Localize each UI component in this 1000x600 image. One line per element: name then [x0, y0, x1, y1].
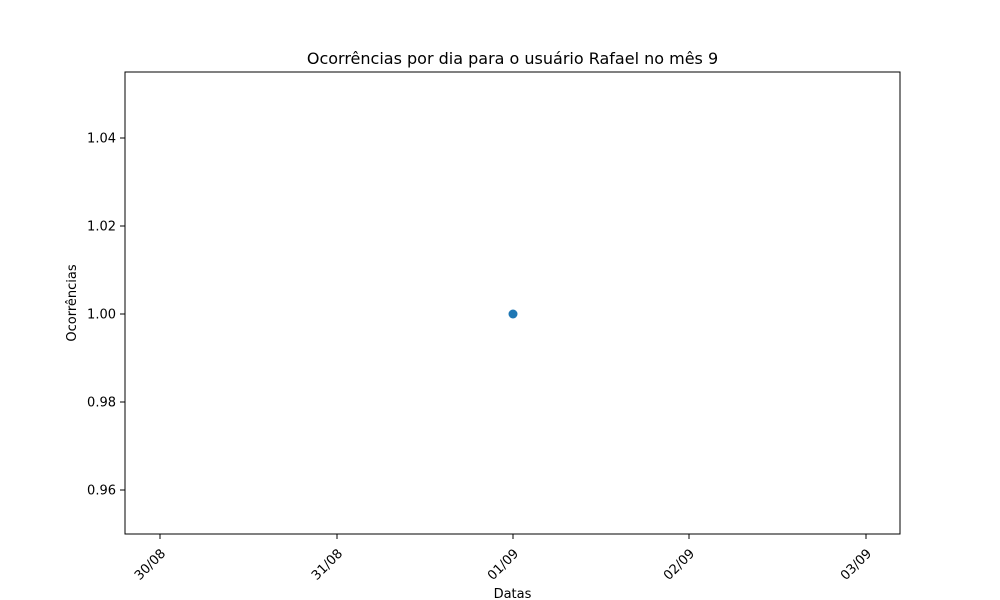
x-tick-label: 03/09 — [838, 546, 875, 583]
x-tick-label: 02/09 — [661, 546, 698, 583]
data-point — [508, 309, 518, 319]
chart-title: Ocorrências por dia para o usuário Rafae… — [307, 49, 718, 68]
y-tick-label: 0.96 — [87, 484, 116, 499]
y-axis-label: Ocorrências — [65, 264, 80, 341]
x-tick-label: 01/09 — [485, 546, 522, 583]
y-tick-label: 1.04 — [87, 132, 116, 147]
x-tick-label: 31/08 — [309, 546, 346, 583]
plot-area — [124, 71, 901, 535]
y-tick-label: 0.98 — [87, 396, 116, 411]
x-axis: 30/08 31/08 01/09 02/09 03/09 — [132, 534, 875, 584]
x-tick-label: 30/08 — [132, 546, 169, 583]
data-series — [508, 309, 518, 319]
y-tick-label: 1.02 — [87, 220, 116, 235]
x-axis-label: Datas — [494, 587, 532, 600]
y-tick-label: 1.00 — [87, 308, 116, 323]
y-axis: 0.96 0.98 1.00 1.02 1.04 — [87, 132, 125, 499]
